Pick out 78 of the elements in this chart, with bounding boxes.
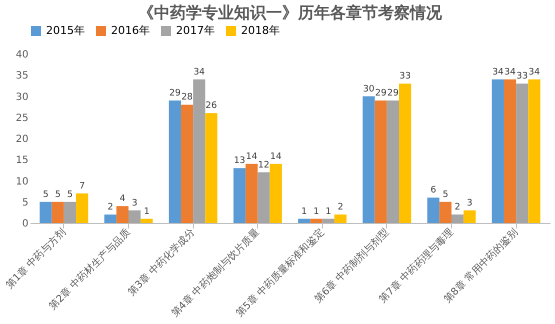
- bar: [362, 96, 375, 223]
- bar: [427, 198, 440, 223]
- legend-label: 2015年: [46, 24, 85, 37]
- bar: [399, 84, 412, 223]
- bar: [464, 210, 476, 223]
- data-label: 5: [67, 190, 73, 200]
- data-label: 26: [206, 101, 218, 112]
- y-tick-label: 40: [16, 50, 28, 60]
- bar: [205, 113, 218, 223]
- data-label: 30: [363, 84, 375, 94]
- bar: [528, 79, 540, 223]
- data-label: 2: [107, 202, 114, 213]
- data-label: 14: [270, 152, 282, 162]
- y-tick-label: 20: [16, 134, 28, 145]
- y-tick-label: 0: [22, 218, 28, 230]
- bar: [104, 214, 116, 223]
- bar: [386, 100, 400, 223]
- data-label: 12: [258, 160, 270, 170]
- data-label: 2: [338, 202, 344, 213]
- y-tick-label: 25: [16, 112, 28, 124]
- data-label: 2: [454, 202, 460, 213]
- data-label: 34: [193, 67, 206, 78]
- bar: [246, 164, 258, 223]
- data-label: 4: [120, 194, 126, 204]
- data-label: 34: [492, 67, 504, 78]
- data-label: 29: [169, 88, 181, 98]
- bar: [439, 202, 452, 223]
- chart-title: 《中药学专业知识一》历年各章节考察情况: [138, 3, 443, 22]
- data-label: 1: [301, 206, 307, 217]
- data-label: 5: [54, 190, 61, 200]
- y-tick-label: 30: [16, 92, 28, 103]
- data-label: 33: [399, 72, 411, 82]
- bar: [180, 104, 194, 223]
- bar: [76, 193, 88, 223]
- bar: [334, 214, 347, 223]
- legend-label: 2016年: [111, 24, 150, 37]
- data-label: 33: [516, 72, 528, 82]
- data-label: 3: [132, 198, 138, 208]
- data-label: 34: [504, 67, 516, 78]
- bar: [168, 100, 181, 223]
- data-label: 5: [42, 190, 49, 200]
- data-label: 1: [325, 206, 332, 217]
- bar: [322, 218, 334, 223]
- bar: [140, 218, 153, 223]
- data-label: 5: [442, 190, 448, 200]
- data-label: 29: [375, 88, 387, 98]
- y-tick-label: 5: [22, 197, 28, 208]
- data-label: 1: [144, 206, 150, 217]
- bar: [64, 202, 76, 223]
- bar: [516, 84, 528, 223]
- data-label: 28: [181, 92, 194, 103]
- bar: [270, 164, 282, 223]
- bar: [451, 214, 464, 223]
- data-label: 14: [246, 152, 258, 162]
- data-label: 3: [466, 198, 473, 208]
- legend-label: 2018年: [241, 24, 280, 37]
- data-label: 29: [387, 88, 399, 98]
- bar: [52, 202, 64, 223]
- y-tick-label: 35: [16, 70, 28, 82]
- bar: [298, 218, 310, 223]
- bar: [492, 79, 504, 223]
- bar: [310, 218, 322, 223]
- bar: [233, 168, 246, 223]
- bar: [504, 79, 516, 223]
- data-label: 34: [528, 67, 540, 78]
- legend-label: 2017年: [176, 24, 215, 37]
- bar: [258, 172, 270, 223]
- y-tick-label: 15: [16, 155, 28, 166]
- data-label: 7: [79, 181, 85, 192]
- data-label: 1: [313, 206, 320, 217]
- bar: [40, 202, 52, 223]
- data-label: 6: [430, 186, 436, 196]
- data-label: 13: [234, 156, 246, 166]
- bar: [374, 100, 387, 223]
- bar: [193, 79, 206, 223]
- bar: [116, 206, 129, 223]
- bar: [128, 210, 141, 223]
- y-tick-label: 10: [16, 176, 28, 188]
